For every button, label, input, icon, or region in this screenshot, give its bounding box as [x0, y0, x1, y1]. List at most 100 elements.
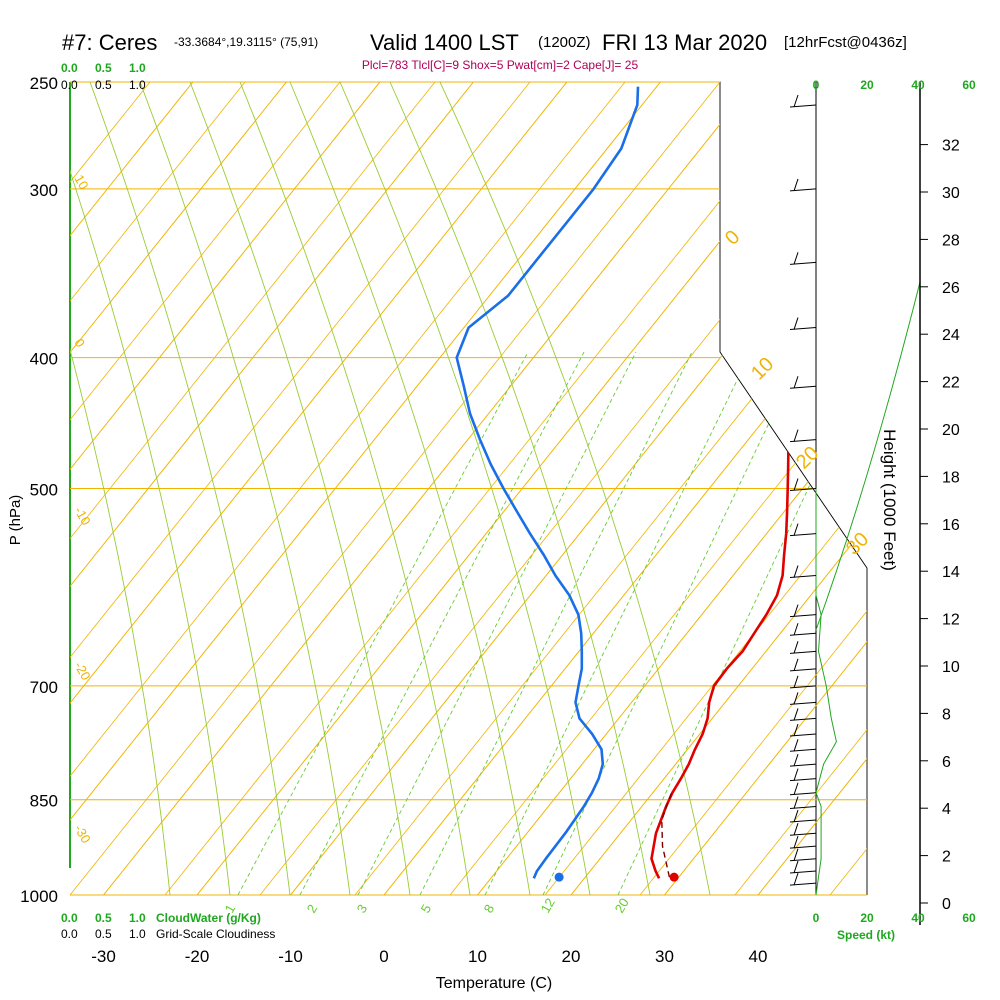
height-tick-label: 28 [942, 232, 960, 249]
cloudwater-top-tick-2: 1.0 [129, 61, 146, 75]
mixing-ratio-line [617, 351, 867, 895]
wind-speed-profile [815, 488, 837, 896]
wind-barb-flag [793, 523, 799, 536]
orange-dry-adiabat [70, 82, 531, 895]
height-tick-label: 8 [942, 706, 951, 723]
wind-barb-flag [793, 848, 799, 861]
wind-barb-flag [793, 708, 799, 721]
pressure-tick-label: 700 [30, 678, 58, 697]
temperature-surface-marker [669, 872, 679, 882]
moist-adiabat [89, 82, 291, 895]
temperature-tick-label: 10 [468, 947, 487, 966]
wind-barb-flag [793, 641, 799, 654]
valid-time: Valid 1400 LST [370, 30, 519, 55]
cloudwater-legend-label: CloudWater (g/Kg) [156, 911, 261, 925]
height-tick-label: 0 [942, 896, 951, 913]
height-tick-label: 18 [942, 469, 960, 486]
height-tick-label: 2 [942, 849, 951, 866]
cloudiness-tick-2: 1.0 [129, 927, 146, 941]
speed-top-tick-2: 40 [911, 78, 925, 92]
dry-adiabat-label: 10 [71, 172, 91, 192]
dewpoint-surface-marker [554, 872, 564, 882]
moist-adiabat [289, 82, 531, 895]
orange-dry-adiabat [70, 82, 341, 895]
wind-barb-flag [793, 768, 799, 781]
height-tick-label: 22 [942, 375, 960, 392]
temperature-tick-label: -10 [278, 947, 303, 966]
temperature-tick-label: -20 [185, 947, 210, 966]
wind-barb-flag [793, 317, 799, 330]
wind-barb-flag [793, 178, 799, 192]
moist-adiabat [70, 82, 171, 895]
mixing-ratio-label: 20 [612, 895, 632, 915]
speed-bottom-tick-1: 20 [860, 911, 874, 925]
pressure-tick-label: 250 [30, 74, 58, 93]
orange-dry-adiabat [449, 82, 867, 895]
orange-dry-adiabat [734, 82, 867, 895]
cloudwater-tick-1: 0.5 [95, 911, 112, 925]
height-tick-label: 24 [942, 327, 960, 344]
wind-barb-flag [793, 94, 799, 108]
mixing-ratio-layer [237, 351, 867, 895]
wind-barb-flag [793, 739, 799, 752]
isotherm-label: 20 [792, 442, 823, 473]
orange-dry-adiabat [70, 82, 626, 895]
wind-barb-flag [793, 658, 799, 671]
cloudwater-top-tick-1: 0.5 [95, 61, 112, 75]
moist-adiabat [339, 82, 591, 895]
isotherm-line [757, 82, 867, 895]
height-tick-label: 26 [942, 280, 960, 297]
cloudiness-top-tick-1: 0.5 [95, 78, 112, 92]
temperature-tick-label: 0 [379, 947, 388, 966]
x-axis-title: Temperature (C) [436, 975, 552, 992]
height-tick-label: 14 [942, 564, 960, 581]
mixing-ratio-line [484, 351, 752, 895]
orange-dry-adiabat [354, 82, 867, 895]
isotherm-label: 10 [747, 353, 778, 384]
cloudwater-top-tick-0: 0.0 [61, 61, 78, 75]
upper-wind-speed-curve [815, 82, 921, 631]
speed-scale-label: Speed (kt) [837, 928, 895, 942]
series-layer [455, 86, 806, 882]
speed-top-tick-1: 20 [860, 78, 874, 92]
cloudiness-tick-1: 0.5 [95, 927, 112, 941]
isotherm-line [383, 82, 867, 895]
mixing-ratio-label: 12 [538, 895, 558, 915]
speed-bottom-tick-2: 40 [911, 911, 925, 925]
temperature-tick-label: -30 [91, 947, 116, 966]
valid-date: FRI 13 Mar 2020 [602, 30, 768, 55]
mixing-ratio-label: 3 [354, 902, 371, 916]
isotherm-line [70, 82, 381, 895]
speed-bottom-tick-3: 60 [962, 911, 976, 925]
orange-dry-adiabat [70, 82, 721, 895]
orange-dry-adiabat [639, 82, 867, 895]
moist-adiabat [139, 82, 351, 895]
dry-adiabat-label: -30 [71, 822, 93, 846]
isotherm-line [664, 82, 867, 895]
dry-adiabat-label: 0 [71, 336, 88, 350]
wind-barb-flag [793, 753, 799, 767]
wind-barb-flag [793, 809, 799, 823]
cloudiness-top-tick-2: 1.0 [129, 78, 146, 92]
wind-barb-flag [793, 565, 799, 578]
height-tick-label: 6 [942, 754, 951, 771]
speed-top-tick-0: 0 [813, 78, 820, 92]
height-tick-label: 4 [942, 801, 951, 818]
wind-layer [789, 82, 921, 896]
wind-barb-flag [793, 692, 799, 705]
y-axis-title: P (hPa) [7, 495, 24, 546]
moist-adiabat [189, 82, 411, 895]
height-tick-label: 10 [942, 659, 960, 676]
cloudwater-tick-2: 1.0 [129, 911, 146, 925]
cloudiness-tick-0: 0.0 [61, 927, 78, 941]
wind-barb-flag [793, 796, 799, 809]
station-coords: -33.3684°,19.3115° (75,91) [174, 35, 319, 49]
zulu-time: (1200Z) [538, 34, 591, 51]
isotherm-line [70, 82, 568, 895]
isotherm-label: 30 [842, 528, 873, 559]
wind-barb-flag [793, 782, 799, 795]
speed-top-tick-3: 60 [962, 78, 976, 92]
height-tick-label: 30 [942, 185, 960, 202]
wind-barb-flag [793, 675, 799, 688]
